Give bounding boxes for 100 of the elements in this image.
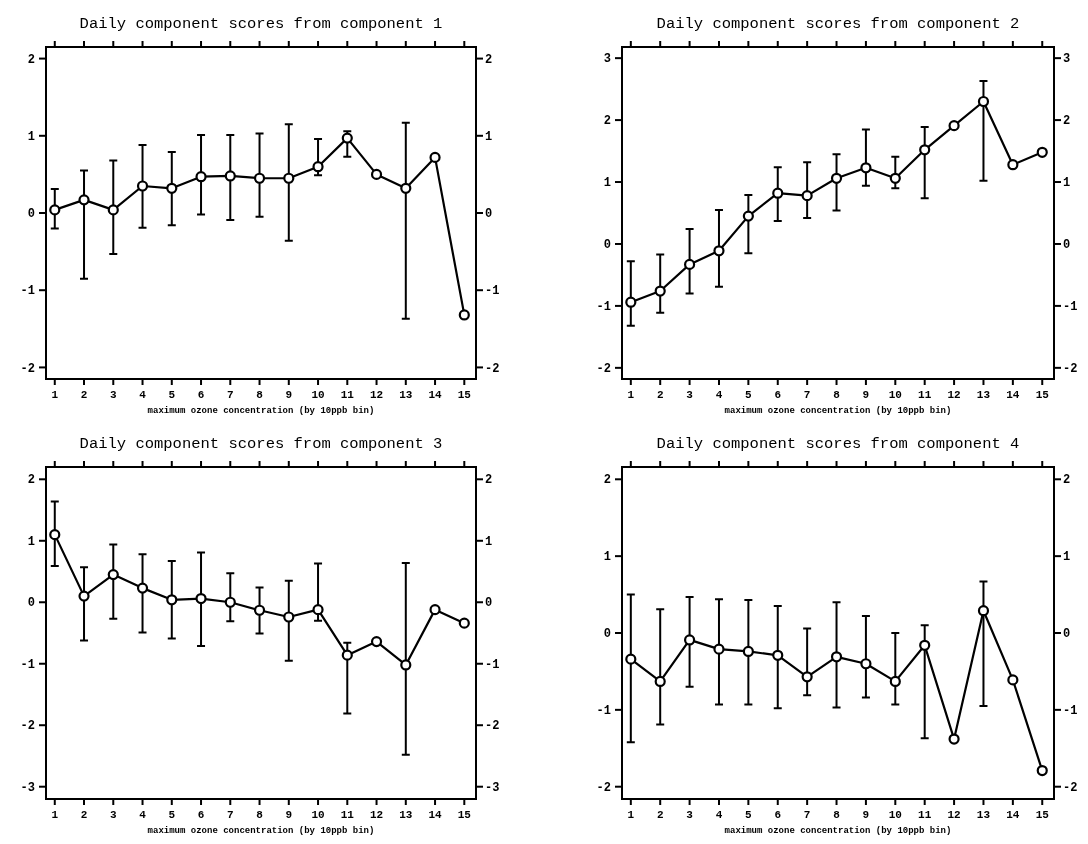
y-tick-label: 1 [603, 550, 611, 565]
point [253, 604, 266, 616]
point [654, 675, 666, 688]
point [948, 120, 960, 132]
y2-tick-label: -2 [485, 361, 500, 376]
y-tick-label: -1 [596, 300, 611, 315]
y2-tick-label: 0 [1063, 627, 1071, 642]
point [860, 658, 872, 670]
point [948, 733, 960, 745]
chart-title: Daily component scores from component 4 [656, 435, 1020, 453]
point [683, 634, 696, 646]
point [1007, 674, 1019, 686]
point [713, 643, 725, 655]
y2-tick-label: -1 [1063, 704, 1078, 719]
point [713, 245, 725, 257]
x-tick-label: 7 [226, 809, 234, 821]
y-tick-label: 0 [603, 238, 611, 253]
x-tick-label: 9 [285, 809, 293, 821]
point [977, 605, 990, 617]
point [683, 258, 696, 271]
x-tick-label: 12 [947, 389, 961, 401]
point [830, 651, 843, 663]
x-tick-label: 2 [80, 809, 88, 821]
point [107, 204, 119, 216]
point [107, 568, 119, 581]
point [919, 639, 931, 651]
y2-tick-label: 2 [1063, 473, 1071, 488]
x-tick-label: 6 [774, 389, 782, 401]
x-tick-label: 12 [369, 809, 384, 821]
point [400, 182, 412, 194]
x-tick-label: 8 [256, 809, 264, 821]
point [400, 659, 412, 671]
point [136, 582, 149, 594]
point [1036, 764, 1048, 777]
chart-title: Daily component scores from component 3 [79, 435, 443, 453]
y2-tick-label: 2 [485, 52, 493, 67]
x-tick-label: 2 [656, 809, 664, 821]
point [166, 182, 178, 194]
point [341, 132, 353, 144]
x-tick-label: 3 [109, 389, 117, 401]
x-axis-title: maximum ozone concentration (by 10ppb bin) [147, 406, 375, 416]
y-tick-label: -2 [596, 780, 611, 795]
x-tick-label: 5 [168, 389, 176, 401]
chart-title: Daily component scores from component 1 [79, 15, 443, 33]
x-tick-label: 4 [139, 389, 147, 401]
y-tick-label: -1 [596, 704, 611, 719]
x-tick-label: 4 [715, 389, 723, 401]
y2-tick-label: 2 [1063, 114, 1071, 129]
point [341, 649, 353, 661]
y2-tick-label: -1 [485, 657, 500, 672]
x-tick-label: 10 [311, 389, 325, 401]
y-tick-label: 2 [27, 52, 35, 67]
x-tick-label: 4 [139, 809, 147, 821]
point [78, 590, 90, 602]
point [1036, 146, 1048, 158]
x-tick-label: 9 [285, 389, 293, 401]
point [742, 645, 754, 658]
x-tick-label: 1 [627, 389, 635, 401]
y2-tick-label: -2 [1063, 780, 1078, 795]
y-tick-label: 0 [27, 596, 35, 611]
x-tick-label: 7 [226, 389, 234, 401]
x-tick-label: 10 [888, 809, 902, 821]
y2-tick-label: 3 [1063, 52, 1071, 67]
x-tick-label: 5 [168, 809, 176, 821]
point [195, 592, 207, 605]
point [919, 144, 931, 156]
x-tick-label: 15 [1035, 809, 1050, 821]
x-tick-label: 1 [51, 389, 59, 401]
x-axis-title: maximum ozone concentration (by 10ppb bin) [724, 826, 952, 836]
y-tick-label: 0 [27, 207, 35, 222]
x-tick-label: 11 [918, 389, 932, 401]
x-tick-label: 15 [457, 389, 472, 401]
x-tick-label: 5 [745, 809, 753, 821]
point [977, 95, 990, 108]
y-tick-label: 1 [603, 176, 611, 191]
x-tick-label: 15 [1035, 389, 1050, 401]
y-tick-label: 2 [603, 114, 611, 129]
point [136, 180, 149, 192]
x-tick-label: 9 [862, 389, 870, 401]
x-tick-label: 6 [197, 389, 205, 401]
point [253, 172, 266, 184]
point [195, 171, 207, 183]
y-tick-label: 0 [603, 627, 611, 642]
point [370, 636, 383, 648]
x-tick-label: 2 [656, 389, 664, 401]
y-tick-label: -2 [596, 362, 611, 377]
y-tick-label: 2 [27, 473, 35, 488]
point [49, 204, 61, 216]
point [830, 172, 843, 184]
x-tick-label: 4 [715, 809, 723, 821]
x-tick-label: 13 [976, 389, 991, 401]
x-tick-label: 11 [918, 809, 932, 821]
point [312, 161, 324, 173]
x-tick-label: 14 [1006, 389, 1020, 401]
x-tick-label: 7 [803, 809, 811, 821]
x-tick-label: 9 [862, 809, 870, 821]
y2-tick-label: 1 [1063, 550, 1071, 565]
point [889, 675, 901, 688]
x-tick-label: 6 [774, 809, 782, 821]
point [224, 170, 236, 182]
